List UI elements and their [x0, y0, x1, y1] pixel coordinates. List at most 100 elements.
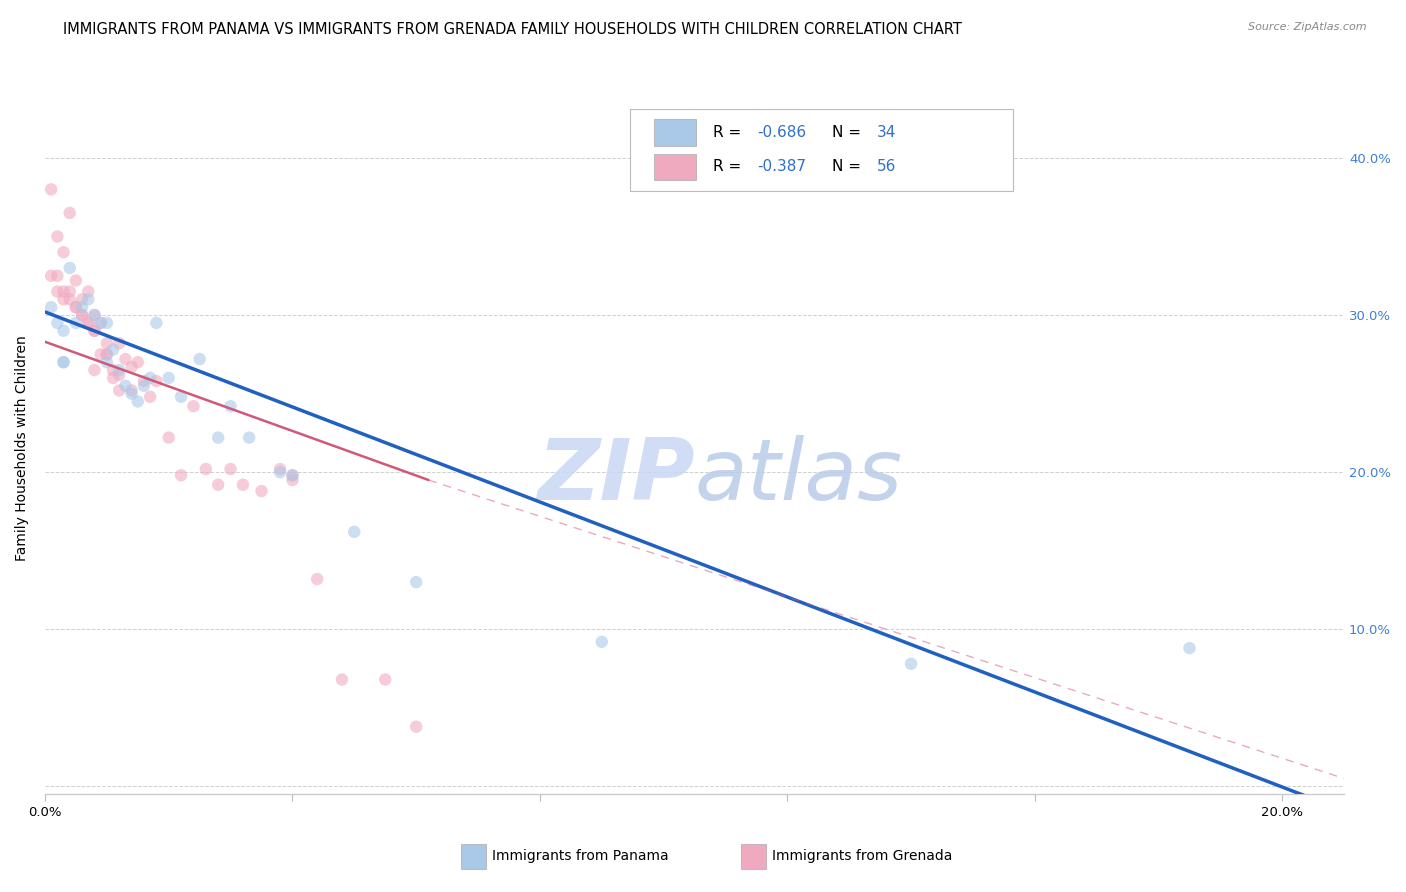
Point: [65, 316, 87, 330]
Point: [65, 300, 87, 314]
Text: Source: ZipAtlas.com: Source: ZipAtlas.com: [1249, 22, 1367, 32]
Point: [374, 673, 396, 687]
Point: [101, 343, 124, 357]
Point: [65, 273, 87, 287]
Point: [232, 477, 254, 491]
Point: [108, 363, 131, 377]
Point: [96, 347, 118, 361]
Point: [170, 390, 193, 404]
Text: Immigrants from Grenada: Immigrants from Grenada: [772, 849, 952, 863]
Text: N =: N =: [832, 125, 866, 140]
Point: [83, 308, 105, 322]
Point: [52, 293, 75, 307]
Point: [59, 260, 82, 275]
Point: [139, 371, 162, 385]
Text: 34: 34: [876, 125, 896, 140]
Point: [405, 720, 427, 734]
Point: [46, 268, 69, 283]
Point: [96, 347, 118, 361]
Point: [59, 206, 82, 220]
Point: [83, 308, 105, 322]
Point: [121, 386, 143, 401]
Point: [269, 465, 291, 479]
Point: [145, 316, 167, 330]
Point: [281, 473, 304, 487]
Point: [114, 352, 136, 367]
Text: -0.686: -0.686: [756, 125, 806, 140]
Point: [183, 399, 205, 413]
Point: [127, 355, 149, 369]
Point: [121, 359, 143, 374]
Text: 56: 56: [876, 159, 896, 174]
Point: [1178, 641, 1201, 656]
Point: [52, 245, 75, 260]
Y-axis label: Family Households with Children: Family Households with Children: [15, 335, 30, 561]
Point: [90, 316, 112, 330]
Point: [330, 673, 353, 687]
Text: Immigrants from Panama: Immigrants from Panama: [492, 849, 669, 863]
Text: atlas: atlas: [695, 434, 903, 517]
Point: [96, 336, 118, 351]
Point: [101, 363, 124, 377]
Point: [139, 390, 162, 404]
Point: [46, 285, 69, 299]
Point: [83, 324, 105, 338]
Point: [219, 462, 242, 476]
Text: ZIP: ZIP: [537, 434, 695, 517]
Point: [207, 477, 229, 491]
Text: R =: R =: [713, 125, 745, 140]
Text: R =: R =: [713, 159, 745, 174]
Point: [70, 293, 93, 307]
Point: [591, 635, 613, 649]
Point: [343, 524, 366, 539]
Point: [77, 285, 100, 299]
Point: [59, 293, 82, 307]
Point: [108, 368, 131, 382]
Point: [77, 316, 100, 330]
Point: [405, 575, 427, 590]
Point: [170, 468, 193, 483]
FancyBboxPatch shape: [630, 109, 1012, 191]
Point: [46, 316, 69, 330]
Point: [114, 378, 136, 392]
Point: [127, 394, 149, 409]
Bar: [654, 120, 696, 145]
Point: [96, 316, 118, 330]
Point: [52, 324, 75, 338]
Point: [194, 462, 217, 476]
Point: [132, 378, 155, 392]
Bar: [654, 153, 696, 180]
Point: [281, 468, 304, 483]
Point: [59, 285, 82, 299]
Point: [307, 572, 329, 586]
Point: [77, 316, 100, 330]
Point: [188, 352, 211, 367]
Point: [219, 399, 242, 413]
Point: [96, 355, 118, 369]
Text: N =: N =: [832, 159, 866, 174]
Point: [77, 293, 100, 307]
Point: [52, 355, 75, 369]
Point: [70, 308, 93, 322]
Point: [145, 374, 167, 388]
Point: [83, 324, 105, 338]
Point: [90, 347, 112, 361]
Point: [101, 371, 124, 385]
Point: [90, 316, 112, 330]
Point: [108, 384, 131, 398]
Point: [132, 374, 155, 388]
Point: [207, 431, 229, 445]
Point: [250, 483, 273, 498]
Text: IMMIGRANTS FROM PANAMA VS IMMIGRANTS FROM GRENADA FAMILY HOUSEHOLDS WITH CHILDRE: IMMIGRANTS FROM PANAMA VS IMMIGRANTS FRO…: [63, 22, 962, 37]
Point: [39, 300, 62, 314]
Point: [52, 285, 75, 299]
Point: [39, 268, 62, 283]
Point: [70, 308, 93, 322]
Point: [83, 363, 105, 377]
Point: [157, 371, 180, 385]
Point: [39, 182, 62, 196]
Point: [281, 468, 304, 483]
Point: [238, 431, 260, 445]
Point: [52, 355, 75, 369]
Point: [269, 462, 291, 476]
